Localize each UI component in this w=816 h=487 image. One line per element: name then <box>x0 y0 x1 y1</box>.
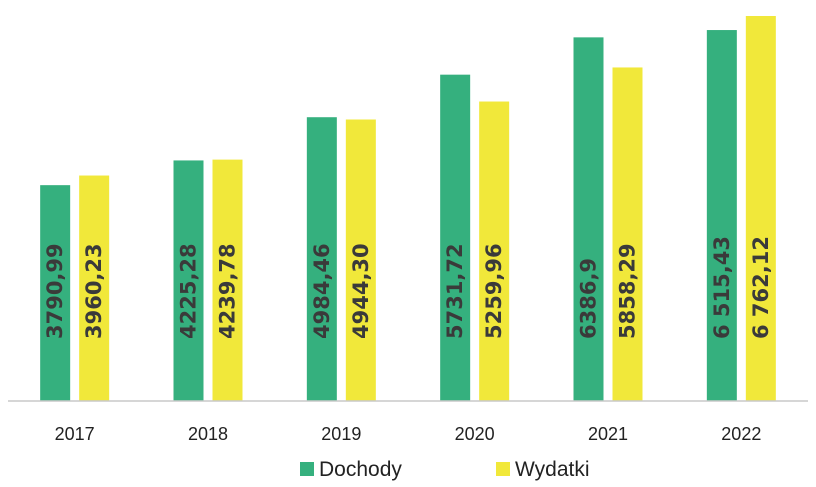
bar-wydatki-2020 <box>479 101 510 401</box>
x-tick-label-2017: 2017 <box>55 424 95 444</box>
bar-wydatki-2018 <box>212 159 243 401</box>
data-label-dochody-2019: 4984,46 <box>310 243 334 339</box>
x-tick-label-2021: 2021 <box>588 424 628 444</box>
legend-label-wydatki: Wydatki <box>515 458 590 481</box>
data-label-wydatki-2019: 4944,30 <box>349 243 373 339</box>
bars-group: 3790,99 3960,23 4225,28 4239,78 4984,46 4944,… <box>40 16 776 402</box>
bar-dochody-2020 <box>440 74 471 402</box>
bar-wydatki-2021 <box>612 67 643 402</box>
legend-label-dochody: Dochody <box>319 458 402 481</box>
bar-wydatki-2022 <box>745 16 776 401</box>
data-label-wydatki-2022: 6 762,12 <box>749 236 773 339</box>
bar-wydatki-2017 <box>79 175 110 401</box>
data-label-wydatki-2018: 4239,78 <box>216 243 240 339</box>
bar-dochody-2021 <box>573 37 604 402</box>
data-label-dochody-2020: 5731,72 <box>443 243 467 339</box>
data-label-dochody-2018: 4225,28 <box>177 243 201 339</box>
x-tick-label-2022: 2022 <box>721 424 761 444</box>
legend-swatch-wydatki <box>496 462 510 476</box>
x-tick-label-2020: 2020 <box>455 424 495 444</box>
x-tick-label-2019: 2019 <box>321 424 361 444</box>
data-label-dochody-2022: 6 515,43 <box>710 236 734 339</box>
data-label-dochody-2021: 6386,9 <box>577 258 601 339</box>
x-tick-labels: 2017 2018 2019 2020 2021 2022 <box>55 424 762 444</box>
bar-dochody-2019 <box>306 117 337 402</box>
bar-dochody-2017 <box>40 185 71 401</box>
legend-swatch-dochody <box>300 462 314 476</box>
x-tick-label-2018: 2018 <box>188 424 228 444</box>
legend: Dochody Wydatki <box>300 458 590 481</box>
data-label-dochody-2017: 3790,99 <box>43 243 67 339</box>
bar-wydatki-2019 <box>345 119 376 402</box>
bar-dochody-2018 <box>173 160 204 401</box>
bar-dochody-2022 <box>706 30 737 401</box>
data-label-wydatki-2017: 3960,23 <box>82 243 106 339</box>
data-label-wydatki-2020: 5259,96 <box>482 243 506 339</box>
data-label-wydatki-2021: 5858,29 <box>616 243 640 339</box>
